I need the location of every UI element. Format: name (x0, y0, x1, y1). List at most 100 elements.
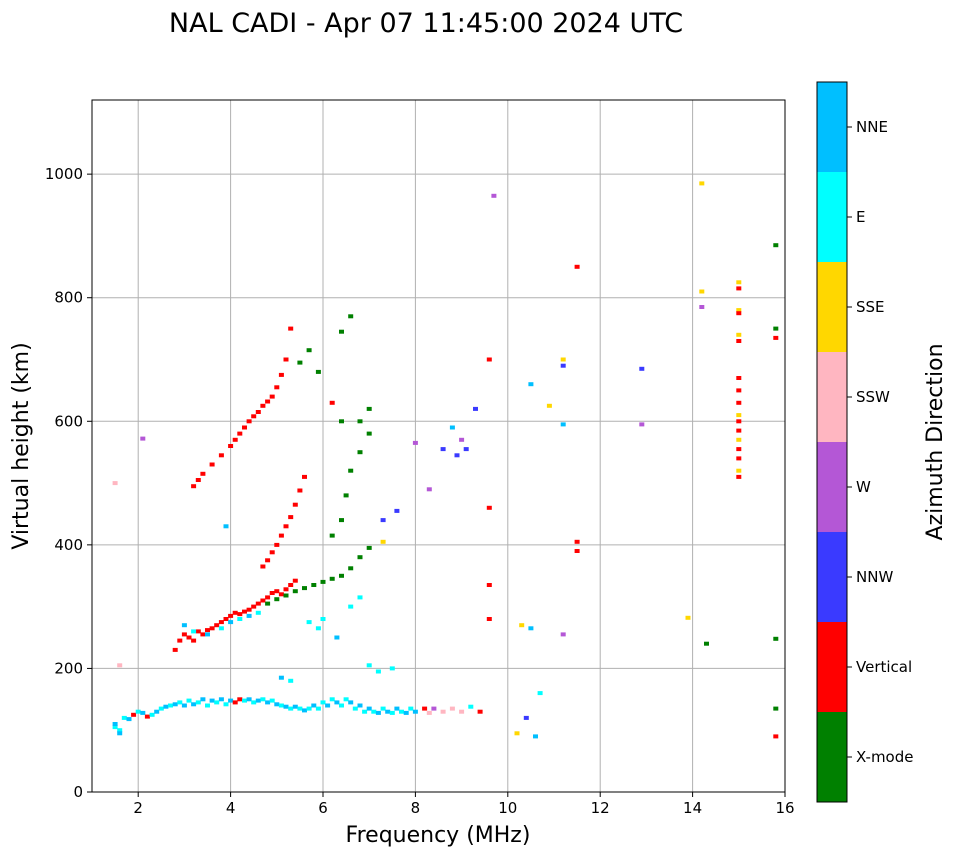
data-point (315, 706, 321, 711)
colorbar-tick-label: E (856, 208, 865, 226)
data-point (251, 604, 257, 609)
data-point (348, 566, 354, 571)
data-point (486, 617, 492, 621)
data-point (278, 372, 284, 377)
data-point (528, 626, 534, 631)
data-point (736, 437, 742, 442)
data-point (357, 555, 363, 560)
colorbar-tick-label: SSE (856, 298, 885, 316)
data-point (297, 488, 303, 493)
data-point (403, 710, 409, 715)
data-point (172, 647, 178, 652)
data-point (288, 515, 294, 520)
colorbar-tick-label: W (856, 478, 871, 496)
data-point (223, 524, 229, 529)
data-point (292, 578, 298, 583)
x-tick-label: 10 (498, 799, 517, 817)
data-point (265, 558, 271, 563)
data-point (297, 360, 303, 365)
data-point (639, 422, 645, 427)
data-point (519, 623, 525, 628)
data-point (339, 329, 344, 334)
data-point (459, 709, 465, 714)
data-point (260, 697, 266, 702)
data-point (181, 623, 187, 628)
data-point (144, 714, 150, 719)
data-point (449, 706, 455, 711)
data-point (320, 579, 326, 584)
data-point (546, 403, 552, 408)
data-point (357, 595, 363, 600)
data-point (366, 706, 372, 711)
data-point (325, 703, 331, 708)
data-point (412, 709, 418, 714)
data-point (362, 709, 368, 714)
y-tick-label: 600 (54, 412, 83, 430)
data-point (486, 505, 492, 510)
data-point (232, 700, 238, 705)
data-point (117, 728, 123, 733)
data-point (200, 697, 206, 702)
data-point (773, 335, 779, 340)
data-point (278, 703, 284, 708)
data-point (348, 700, 354, 705)
data-point (292, 502, 298, 507)
data-point (283, 357, 289, 362)
data-point (278, 592, 284, 597)
colorbar-segment (817, 262, 847, 352)
y-tick-label: 200 (54, 659, 83, 677)
data-point (380, 518, 386, 523)
data-point (237, 612, 243, 617)
data-point (343, 697, 349, 702)
data-point (131, 712, 137, 717)
y-tick-label: 0 (73, 783, 83, 801)
data-point (278, 533, 284, 538)
data-point (574, 549, 580, 553)
data-point (274, 702, 280, 707)
data-point (320, 700, 326, 705)
colorbar: X-mode Vertical NNW W SSW SSE E NNE (816, 81, 913, 803)
data-point (394, 706, 400, 711)
data-point (200, 471, 206, 476)
plot-background (92, 100, 785, 792)
data-point (773, 706, 779, 711)
data-point (302, 474, 307, 479)
data-point (736, 447, 742, 452)
data-point (209, 462, 215, 467)
x-tick-label: 6 (318, 799, 328, 817)
data-point (242, 609, 247, 614)
data-point (422, 706, 428, 711)
data-point (232, 610, 238, 615)
data-point (278, 675, 284, 680)
data-point (112, 481, 118, 486)
y-axis-label: Virtual height (km) (9, 342, 34, 549)
data-point (468, 704, 474, 709)
data-point (246, 613, 252, 618)
data-point (375, 710, 381, 715)
data-point (255, 610, 261, 615)
data-point (237, 431, 243, 436)
data-point (126, 717, 132, 722)
data-point (195, 478, 201, 482)
colorbar-label: Azimuth Direction (923, 343, 948, 540)
data-point (736, 400, 742, 405)
data-point (449, 425, 455, 430)
data-point (251, 700, 257, 705)
data-point (736, 388, 742, 393)
data-point (209, 626, 215, 631)
data-point (112, 725, 118, 730)
data-point (533, 734, 538, 739)
data-point (191, 638, 197, 643)
data-point (399, 709, 404, 714)
data-points (112, 181, 779, 739)
data-point (574, 264, 580, 269)
data-point (228, 444, 234, 448)
data-point (315, 626, 321, 631)
x-tick-label: 2 (133, 799, 143, 817)
data-point (329, 697, 335, 702)
data-point (736, 332, 742, 337)
data-point (274, 385, 280, 390)
data-point (357, 419, 363, 424)
data-point (269, 591, 275, 595)
